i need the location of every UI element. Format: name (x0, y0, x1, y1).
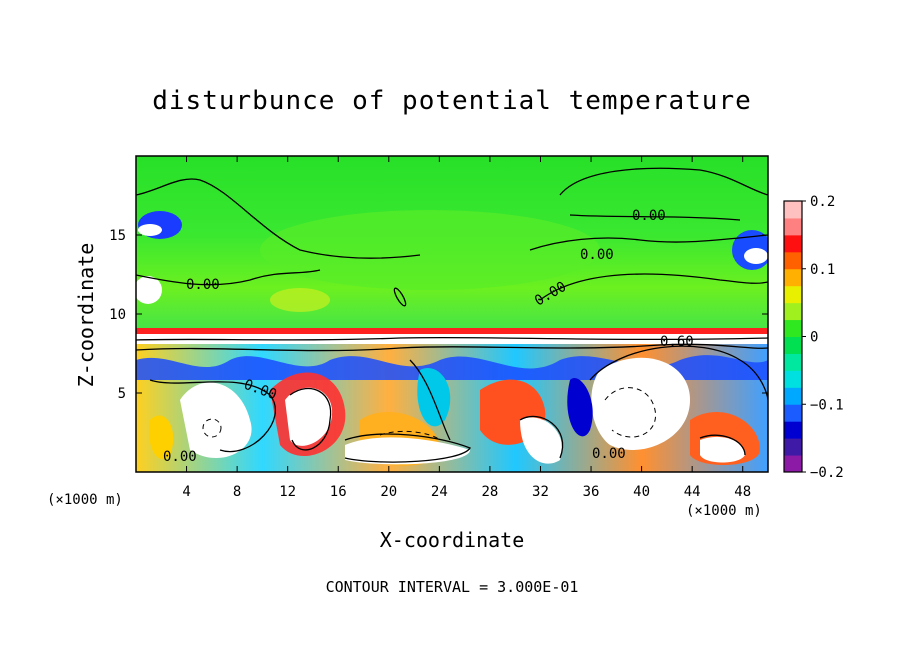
contour-line (699, 434, 746, 456)
contour-line (202, 418, 222, 438)
heatmap-field (136, 156, 768, 472)
contour-line (393, 287, 407, 307)
colorbar-swatch (784, 421, 802, 439)
x-tick-label: 40 (633, 484, 650, 500)
inversion-band (136, 328, 768, 334)
contour-label: 0.00 (580, 247, 614, 263)
contour-line (559, 167, 768, 196)
colorbar-tick-label: 0 (810, 330, 818, 346)
colorbar: 0.2 0.1 0 −0.1 −0.2 (783, 194, 844, 481)
contour-line (569, 214, 741, 221)
colorbar-swatch (784, 234, 802, 253)
colorbar-swatch (784, 438, 802, 456)
colorbar-swatch (784, 336, 802, 354)
contour-line (589, 345, 768, 401)
colorbar-tick-label: 0.2 (810, 194, 835, 210)
x-tick-label: 4 (182, 484, 190, 500)
x-axis-ticks: 4 8 12 16 20 24 28 32 36 40 44 48 (182, 156, 751, 500)
colorbar-tick-label: −0.1 (810, 397, 844, 413)
contour-label: 0.00 (163, 449, 197, 465)
x-tick-label: 16 (330, 484, 347, 500)
x-tick-label: 36 (583, 484, 600, 500)
contour-line (149, 379, 277, 453)
colorbar-swatch (784, 455, 802, 473)
contour-interval-note: CONTOUR INTERVAL = 3.000E-01 (325, 578, 579, 596)
colorbar-swatch (784, 217, 802, 236)
y-tick-label: 10 (109, 307, 126, 323)
colorbar-swatch (784, 201, 802, 219)
contour-line (136, 269, 321, 286)
x-tick-label: 44 (684, 484, 701, 500)
x-tick-label: 8 (233, 484, 241, 500)
x-tick-label: 24 (431, 484, 448, 500)
y-axis-label: Z-coordinate (74, 242, 98, 388)
y-tick-label: 5 (118, 386, 126, 402)
contour-line (136, 336, 768, 341)
negative-contours (202, 387, 656, 441)
z-unit-label: (×1000 m) (47, 492, 123, 508)
colorbar-swatch (784, 387, 802, 405)
x-tick-label: 48 (734, 484, 751, 500)
contour-line (136, 178, 421, 259)
contour-line (529, 234, 768, 251)
x-tick-label: 12 (279, 484, 296, 500)
colorbar-swatch (784, 268, 802, 287)
contour-lines (136, 167, 768, 463)
colorbar-tick-label: 0.1 (810, 262, 835, 278)
contour-label: 0.00 (632, 208, 666, 224)
colorbar-swatch (784, 302, 802, 321)
x-tick-label: 28 (481, 484, 498, 500)
contour-label: 0.00 (186, 277, 220, 293)
y-axis-ticks: 5 10 15 (109, 228, 768, 402)
colorbar-swatch (784, 319, 802, 337)
y-tick-label: 15 (109, 228, 126, 244)
x-tick-label: 32 (532, 484, 549, 500)
contour-line (136, 343, 768, 352)
contour-label: 0.00 (592, 446, 626, 462)
contour-line (409, 359, 451, 441)
contour-line (379, 430, 441, 441)
colorbar-swatch (784, 404, 802, 422)
contour-label: 0.60 (660, 334, 694, 350)
colorbar-tick-label: −0.2 (810, 465, 844, 481)
colorbar-swatch (784, 285, 802, 304)
contour-line (289, 387, 332, 451)
colorbar-swatch (784, 370, 802, 388)
colorbar-swatch (784, 251, 802, 270)
x-tick-label: 20 (380, 484, 397, 500)
contour-line (519, 415, 564, 459)
colorbar-swatch (784, 353, 802, 371)
contour-line (604, 387, 656, 438)
x-unit-label: (×1000 m) (686, 503, 762, 519)
chart-title: disturbunce of potential temperature (152, 86, 752, 116)
x-axis-label: X-coordinate (379, 528, 525, 552)
contour-line (539, 273, 768, 301)
